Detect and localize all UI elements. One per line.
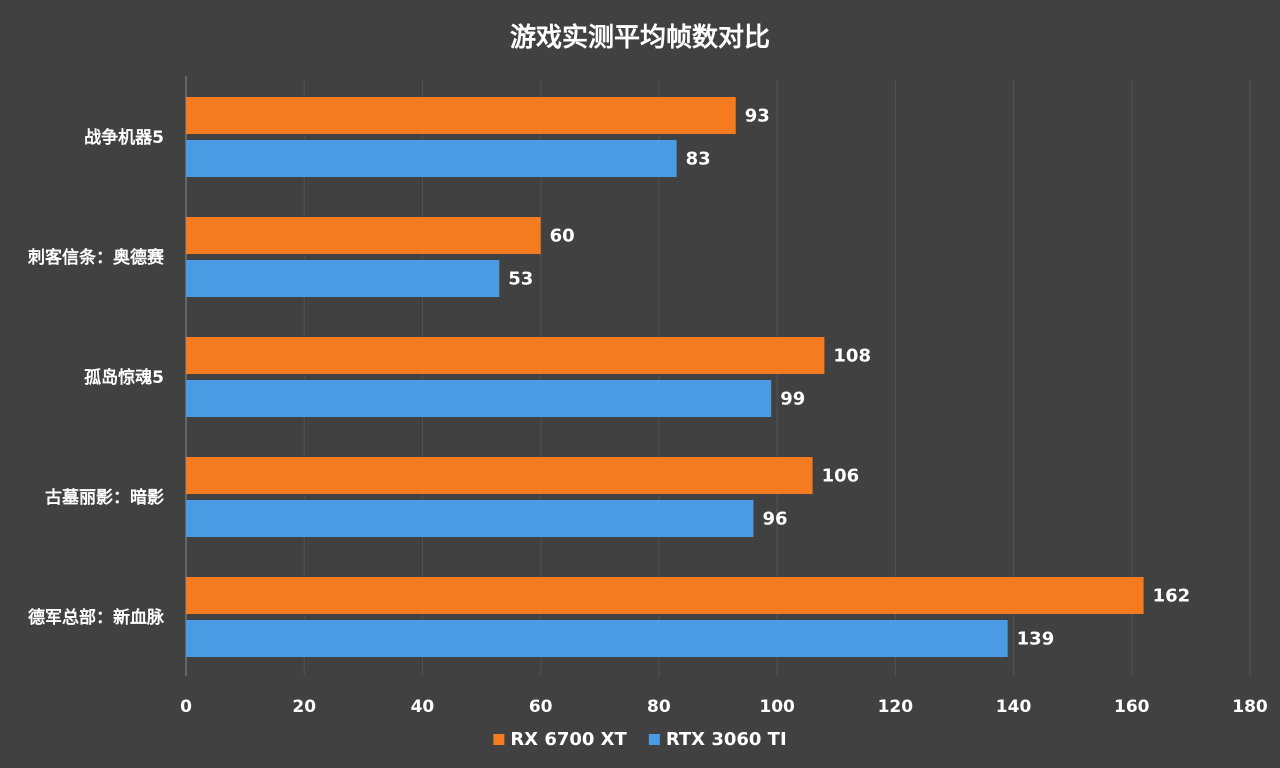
data-label: 96: [762, 509, 787, 530]
bar: [186, 217, 541, 254]
bar: [186, 260, 500, 297]
category-label: 古墓丽影：暗影: [45, 487, 164, 508]
data-label: 99: [780, 389, 805, 410]
category-label: 战争机器5: [84, 127, 164, 148]
x-tick-label: 80: [647, 697, 671, 717]
x-tick-label: 140: [996, 697, 1032, 717]
data-label: 53: [508, 269, 533, 290]
data-label: 93: [745, 106, 770, 127]
bars: 93 83 60 53 108 99 106 96 162 139: [186, 97, 1190, 657]
data-label: 108: [833, 346, 871, 367]
x-tick-label: 40: [411, 697, 435, 717]
category-label: 孤岛惊魂5: [84, 367, 164, 388]
x-tick-label: 120: [878, 697, 914, 717]
legend-swatch: [493, 734, 505, 745]
chart-title: 游戏实测平均帧数对比: [510, 22, 770, 53]
bar: [186, 500, 754, 537]
x-tick-label: 20: [292, 697, 316, 717]
x-tick-label: 160: [1114, 697, 1150, 717]
data-label: 60: [550, 226, 575, 247]
x-axis-ticks: 0 20 40 60 80 100 120 140 160 180: [180, 697, 1268, 717]
x-tick-label: 0: [180, 697, 192, 717]
data-label: 139: [1017, 629, 1055, 650]
bar: [186, 97, 736, 134]
category-label: 刺客信条：奥德赛: [28, 247, 165, 268]
x-tick-label: 180: [1232, 697, 1268, 717]
x-tick-label: 60: [529, 697, 553, 717]
legend-label: RX 6700 XT: [510, 729, 627, 750]
data-label: 83: [686, 149, 711, 170]
bar: [186, 577, 1144, 614]
bar: [186, 140, 677, 177]
legend-label: RTX 3060 TI: [666, 729, 787, 750]
x-tick-label: 100: [759, 697, 795, 717]
data-label: 162: [1153, 586, 1191, 607]
bar: [186, 380, 772, 417]
legend: RX 6700 XT RTX 3060 TI: [493, 729, 787, 750]
bar: [186, 620, 1008, 657]
category-label: 德军总部：新血脉: [28, 607, 165, 628]
bar: [186, 457, 813, 494]
bar: [186, 337, 825, 374]
gridlines: [185, 76, 1251, 676]
legend-swatch: [648, 734, 660, 745]
data-label: 106: [822, 466, 860, 487]
